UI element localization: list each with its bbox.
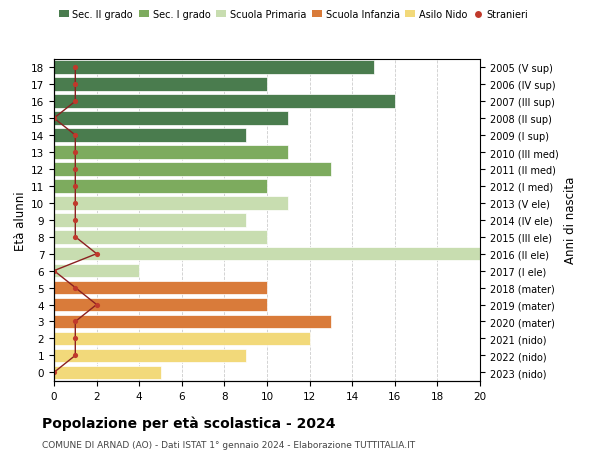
Bar: [54, 213, 246, 227]
Text: COMUNE DI ARNAD (AO) - Dati ISTAT 1° gennaio 2024 - Elaborazione TUTTITALIA.IT: COMUNE DI ARNAD (AO) - Dati ISTAT 1° gen…: [42, 440, 415, 449]
Point: [49, 268, 59, 275]
Point: [92, 301, 101, 308]
Point: [71, 352, 80, 359]
Point: [92, 251, 101, 258]
Point: [71, 200, 80, 207]
Bar: [54, 349, 246, 362]
Bar: [54, 146, 289, 159]
Bar: [54, 180, 267, 193]
Y-axis label: Anni di nascita: Anni di nascita: [564, 177, 577, 264]
Bar: [54, 247, 480, 261]
Bar: [54, 163, 331, 176]
Point: [71, 335, 80, 342]
Point: [49, 369, 59, 376]
Point: [71, 234, 80, 241]
Point: [71, 149, 80, 157]
Point: [71, 98, 80, 106]
Y-axis label: Età alunni: Età alunni: [14, 190, 27, 250]
Bar: [54, 298, 267, 312]
Bar: [54, 196, 289, 210]
Bar: [54, 230, 267, 244]
Bar: [54, 112, 289, 126]
Point: [71, 81, 80, 89]
Point: [71, 284, 80, 291]
Bar: [54, 129, 246, 143]
Bar: [54, 332, 310, 346]
Point: [71, 318, 80, 325]
Bar: [54, 95, 395, 109]
Bar: [54, 366, 161, 379]
Point: [71, 217, 80, 224]
Bar: [54, 281, 267, 295]
Point: [71, 166, 80, 173]
Point: [49, 115, 59, 123]
Bar: [54, 62, 373, 75]
Text: Popolazione per età scolastica - 2024: Popolazione per età scolastica - 2024: [42, 415, 335, 430]
Point: [71, 64, 80, 72]
Bar: [54, 78, 267, 92]
Bar: [54, 264, 139, 278]
Point: [71, 132, 80, 140]
Point: [71, 183, 80, 190]
Legend: Sec. II grado, Sec. I grado, Scuola Primaria, Scuola Infanzia, Asilo Nido, Stran: Sec. II grado, Sec. I grado, Scuola Prim…: [59, 10, 529, 20]
Bar: [54, 315, 331, 329]
